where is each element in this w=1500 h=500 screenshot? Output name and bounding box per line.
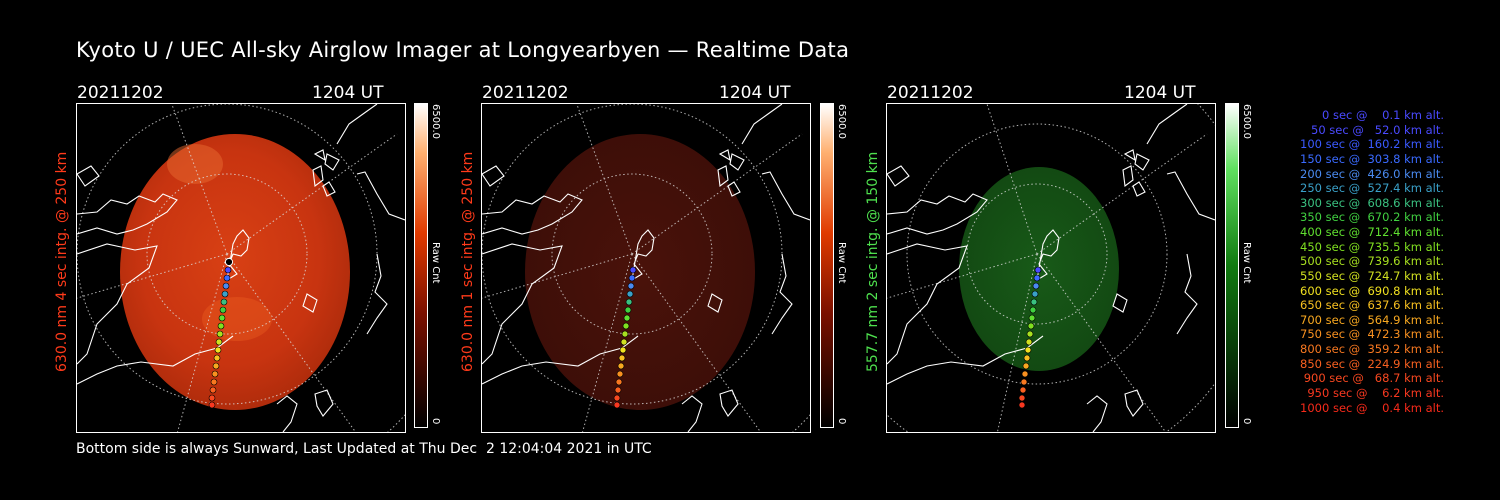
legend-row: 650 sec @ 637.6 km alt. [1300, 298, 1444, 313]
legend-row: 300 sec @ 608.6 km alt. [1300, 195, 1444, 210]
legend-row: 250 sec @ 527.4 km alt. [1300, 181, 1444, 196]
panel-1-side-label: 630.0 nm 4 sec intg. @ 250 km [54, 151, 70, 372]
legend-row: 900 sec @ 68.7 km alt. [1303, 371, 1444, 386]
legend-row: 50 sec @ 52.0 km alt. [1311, 122, 1444, 137]
panel-3-time: 1204 UT [1124, 83, 1196, 103]
legend-row: 700 sec @ 564.9 km alt. [1300, 312, 1444, 327]
panel-1-cbar-unit: Raw Cnt [430, 242, 441, 284]
legend-row: 0 sec @ 0.1 km alt. [1321, 108, 1444, 122]
panel-3-cbar-unit: Raw Cnt [1241, 242, 1252, 284]
satellite-track [613, 266, 637, 409]
panel-2-colorbar [820, 103, 834, 428]
panel-1-colorbar [414, 103, 428, 428]
page-title: Kyoto U / UEC All-sky Airglow Imager at … [76, 38, 850, 62]
legend-row: 200 sec @ 426.0 km alt. [1300, 166, 1444, 181]
panel-1-time: 1204 UT [312, 83, 384, 103]
legend-row: 850 sec @ 224.9 km alt. [1300, 356, 1444, 371]
panel-1-date: 20211202 [77, 83, 164, 103]
panel-1-cbar-max: 6500.0 [430, 104, 441, 139]
update-footer: Bottom side is always Sunward, Last Upda… [76, 441, 652, 457]
panel-2-side-label: 630.0 nm 1 sec intg. @ 250 km [460, 151, 476, 372]
panel-2-time: 1204 UT [719, 83, 791, 103]
panel-2-cbar-max: 6500.0 [836, 104, 847, 139]
panel-3-date: 20211202 [887, 83, 974, 103]
satellite-track [208, 266, 232, 409]
panel-3-cbar-max: 6500.0 [1241, 104, 1252, 139]
legend-row: 400 sec @ 712.4 km alt. [1300, 225, 1444, 239]
legend-row: 750 sec @ 472.3 km alt. [1300, 327, 1444, 342]
legend-row: 1000 sec @ 0.4 km alt. [1300, 400, 1444, 415]
legend-row: 550 sec @ 724.7 km alt. [1300, 268, 1444, 283]
panel-2-image [481, 103, 811, 433]
panel-1-image [76, 103, 406, 433]
legend-row: 800 sec @ 359.2 km alt. [1300, 342, 1444, 356]
panel-1-cbar-min: 0 [430, 418, 441, 425]
panel-3-colorbar [1225, 103, 1239, 428]
legend-row: 450 sec @ 735.5 km alt. [1300, 239, 1444, 254]
legend-row: 150 sec @ 303.8 km alt. [1300, 151, 1444, 166]
panel-2-cbar-unit: Raw Cnt [836, 242, 847, 284]
panel-3-image [886, 103, 1216, 433]
legend-row: 100 sec @ 160.2 km alt. [1300, 137, 1444, 152]
legend-row: 950 sec @ 6.2 km alt. [1307, 385, 1444, 400]
panel-3-cbar-min: 0 [1241, 418, 1252, 425]
panel-2-date: 20211202 [482, 83, 569, 103]
legend-row: 500 sec @ 739.6 km alt. [1300, 254, 1444, 269]
panel-3-side-label: 557.7 nm 2 sec intg. @ 150 km [865, 151, 881, 372]
legend-row: 600 sec @ 690.8 km alt. [1300, 283, 1444, 298]
satellite-altitude-legend: 0 sec @ 0.1 km alt. 50 sec @ 52.0 km alt… [1262, 108, 1444, 415]
panel-2-cbar-min: 0 [836, 418, 847, 425]
legend-row: 350 sec @ 670.2 km alt. [1300, 210, 1444, 225]
satellite-track [1018, 266, 1042, 409]
